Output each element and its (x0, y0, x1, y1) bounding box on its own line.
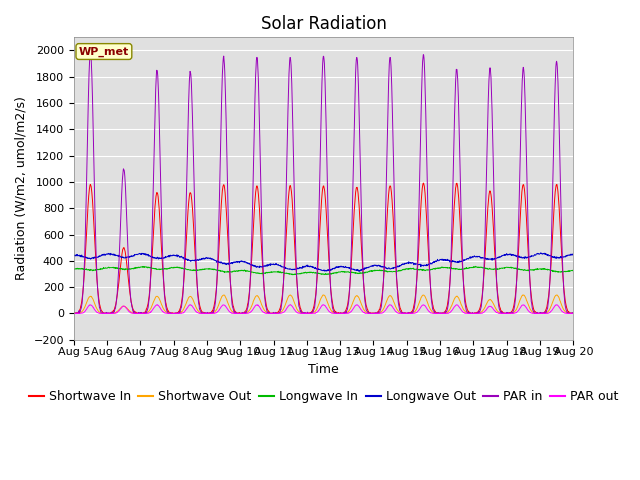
X-axis label: Time: Time (308, 363, 339, 376)
Text: WP_met: WP_met (79, 47, 129, 57)
Legend: Shortwave In, Shortwave Out, Longwave In, Longwave Out, PAR in, PAR out: Shortwave In, Shortwave Out, Longwave In… (24, 385, 623, 408)
Y-axis label: Radiation (W/m2, umol/m2/s): Radiation (W/m2, umol/m2/s) (15, 96, 28, 280)
Title: Solar Radiation: Solar Radiation (260, 15, 387, 33)
